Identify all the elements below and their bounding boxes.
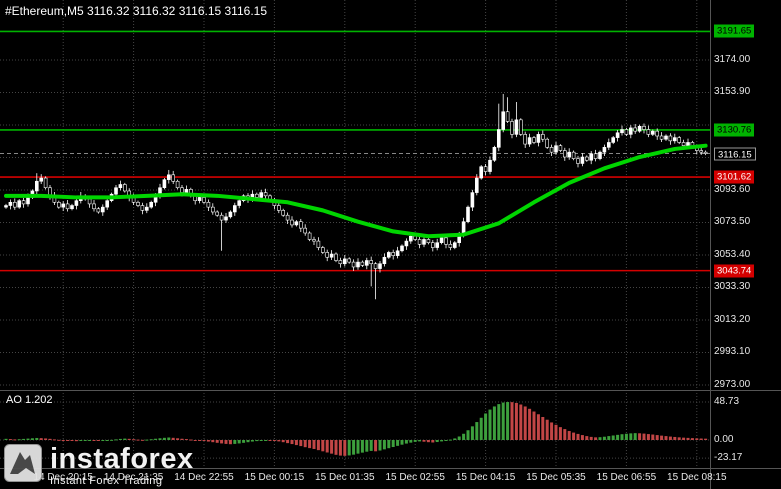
price-tick-label: 3153.90 [714, 86, 751, 98]
ao-histogram [4, 402, 708, 456]
moving-average-line [4, 143, 708, 239]
horizontal-level-lines [0, 30, 710, 272]
price-tick-label: 3033.30 [714, 281, 751, 293]
price-tick-label: 3073.50 [714, 216, 751, 228]
time-axis-label: 15 Dec 04:15 [455, 472, 516, 483]
ao-scale-label: 0.00 [714, 434, 734, 445]
level-price-label: 3130.76 [714, 123, 755, 137]
symbol-period-label: #Ethereum,M5 [5, 4, 84, 18]
time-axis-label: 14 Dec 22:55 [174, 472, 234, 483]
price-tick-label: 3093.60 [714, 183, 751, 195]
candlestick-series [4, 93, 708, 300]
ohlc-values: 3116.32 3116.32 3116.15 3116.15 [87, 4, 267, 18]
time-axis-label: 15 Dec 02:55 [385, 472, 445, 483]
price-tick-label: 3013.20 [714, 313, 751, 325]
price-tick-label: 3053.40 [714, 248, 751, 260]
time-axis-label: 15 Dec 08:15 [667, 472, 727, 483]
watermark-tagline: Instant Forex Trading [50, 475, 163, 487]
level-price-label: 3043.74 [714, 264, 755, 278]
time-axis-label: 15 Dec 06:55 [596, 472, 657, 483]
price-tick-label: 2973.00 [714, 378, 751, 390]
time-axis-label: 14 Dec 20:15 [33, 472, 93, 483]
price-tick-label: 2993.10 [714, 346, 751, 358]
instaforex-watermark: instaforex Instant Forex Trading [4, 444, 194, 487]
ao-indicator-label: AO 1.202 [6, 394, 53, 406]
ao-scale-label: 48.73 [714, 395, 740, 407]
time-axis-label: 15 Dec 01:35 [315, 472, 375, 483]
chart-title: #Ethereum,M5 3116.32 3116.32 3116.15 311… [5, 4, 267, 18]
level-price-label: 3101.62 [714, 170, 755, 184]
level-price-label: 3191.65 [714, 24, 755, 38]
time-axis-label: 15 Dec 05:35 [526, 472, 586, 483]
watermark-brand: instaforex [50, 443, 194, 475]
time-axis[interactable]: 14 Dec 20:15 14 Dec 21:35 14 Dec 22:55 15 D… [0, 469, 781, 489]
ao-name: AO [6, 394, 22, 406]
price-tick-label: 3174.00 [714, 54, 751, 65]
price-axis[interactable]: 3174.00 3153.90 3093.60 3073.50 3053.40 3033.… [711, 0, 781, 489]
ao-value: 1.202 [24, 394, 53, 406]
grid-lines [0, 0, 710, 468]
current-price-label: 3116.15 [714, 147, 756, 161]
ao-scale-label: -23.17 [714, 452, 743, 464]
time-axis-label: 14 Dec 21:35 [103, 472, 164, 483]
instaforex-logo [4, 444, 42, 482]
time-axis-label: 15 Dec 00:15 [244, 472, 305, 483]
